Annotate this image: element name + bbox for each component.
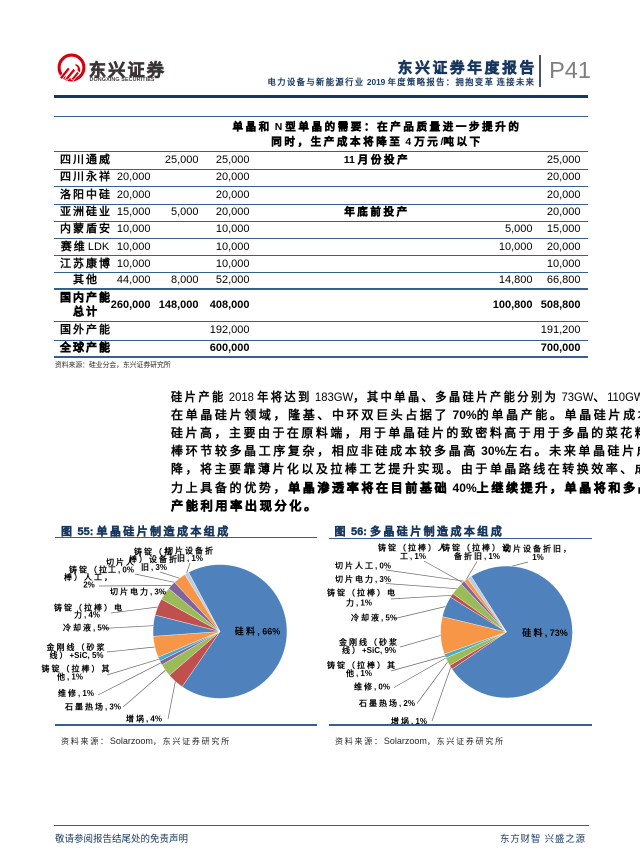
svg-text:铸锭（拉棒）其: 铸锭（拉棒）其	[42, 664, 112, 674]
svg-text:力, 4%: 力, 4%	[74, 610, 100, 620]
svg-text:增埚, 1%: 增埚, 1%	[391, 716, 427, 726]
svg-text:切片电力, 3%: 切片电力, 3%	[335, 574, 391, 584]
svg-text:硅料, 73%: 硅料, 73%	[522, 627, 568, 638]
svg-text:备折旧, 1%: 备折旧, 1%	[453, 551, 500, 561]
svg-text:铸锭（拉棒）其: 铸锭（拉棒）其	[327, 660, 397, 670]
svg-text:切片设备折: 切片设备折	[165, 546, 215, 556]
svg-text:旧, 3%: 旧, 3%	[141, 563, 167, 572]
svg-text:线）+SiC, 5%: 线）+SiC, 5%	[49, 650, 103, 660]
svg-text:维修, 1%: 维修, 1%	[58, 688, 94, 698]
svg-text:维修, 0%: 维修, 0%	[354, 682, 390, 692]
svg-text:切片人: 切片人	[106, 557, 136, 567]
svg-text:切片电力, 3%: 切片电力, 3%	[110, 587, 166, 597]
svg-text:工, 1%: 工, 1%	[400, 552, 426, 561]
svg-text:1%: 1%	[532, 553, 544, 562]
svg-text:他, 1%: 他, 1%	[56, 672, 83, 682]
svg-text:铸锭（拉: 铸锭（拉	[69, 565, 109, 575]
svg-text:力, 1%: 力, 1%	[346, 598, 372, 608]
svg-text:铸锭（拉: 铸锭（拉	[134, 547, 174, 557]
svg-text:2%: 2%	[83, 581, 95, 590]
svg-text:增埚, 4%: 增埚, 4%	[126, 714, 162, 724]
svg-text:线）+SiC, 9%: 线）+SiC, 9%	[342, 645, 396, 655]
svg-text:切片设备折旧，: 切片设备折旧，	[503, 544, 573, 554]
svg-text:旧, 1%: 旧, 1%	[177, 554, 203, 563]
svg-text:石墨热场, 3%: 石墨热场, 3%	[64, 702, 121, 712]
svg-text:金刚线（砂浆: 金刚线（砂浆	[46, 642, 107, 652]
svg-text:石墨热场, 2%: 石墨热场, 2%	[358, 698, 415, 708]
svg-text:冷却液, 5%: 冷却液, 5%	[63, 623, 109, 633]
svg-text:工, 0%: 工, 0%	[108, 566, 134, 575]
svg-text:硅料, 66%: 硅料, 66%	[235, 626, 281, 637]
svg-text:他, 1%: 他, 1%	[345, 668, 372, 678]
svg-text:棒）人工，: 棒）人工，	[64, 572, 114, 582]
svg-text:切片人工, 0%: 切片人工, 0%	[335, 561, 391, 571]
svg-text:铸锭（拉棒）电: 铸锭（拉棒）电	[327, 588, 397, 598]
svg-text:金刚线（砂浆: 金刚线（砂浆	[338, 637, 399, 647]
svg-text:冷却液, 5%: 冷却液, 5%	[351, 613, 397, 623]
svg-text:铸锭（拉棒）电: 铸锭（拉棒）电	[54, 603, 124, 613]
svg-text:棒）设备折: 棒）设备折	[129, 554, 179, 564]
svg-text:铸锭（拉棒）人: 铸锭（拉棒）人	[378, 543, 448, 553]
svg-text:铸锭（拉棒）设: 铸锭（拉棒）设	[442, 543, 512, 553]
